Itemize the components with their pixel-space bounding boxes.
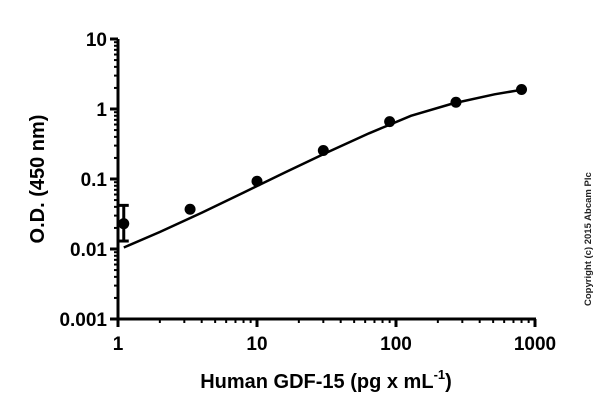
data-point [118, 218, 130, 230]
data-point [317, 145, 329, 157]
data-point [516, 83, 528, 95]
x-axis-label-superscript: -1 [434, 367, 446, 382]
x-tick-labels: 1 10 100 1000 [113, 334, 556, 355]
x-tick-label: 1 [113, 334, 124, 355]
y-axis-label: O.D. (450 nm) [27, 115, 49, 244]
y-tick-label: 1 [96, 100, 107, 121]
fitted-curve [123, 88, 522, 249]
x-axis-label-main: Human GDF-15 (pg x mL [200, 371, 433, 393]
x-axis-label-suffix: ) [445, 371, 452, 393]
copyright-notice: Copyright (c) 2015 Abcam Plc [583, 172, 594, 306]
y-tick-label: 0.001 [59, 310, 107, 331]
x-tick-label: 1000 [514, 334, 556, 355]
y-tick-label: 10 [86, 30, 107, 51]
data-point [251, 175, 263, 187]
axis-ticks [110, 37, 537, 327]
data-point [384, 116, 396, 128]
y-tick-label: 0.1 [81, 170, 108, 191]
x-tick-label: 100 [380, 334, 412, 355]
data-points [118, 83, 528, 230]
y-tick-labels: 0.001 0.01 0.1 1 10 [59, 30, 107, 331]
x-tick-label: 10 [246, 334, 267, 355]
data-point [184, 203, 196, 215]
data-point [450, 96, 462, 108]
x-axis-label: Human GDF-15 (pg x mL-1) [200, 367, 452, 393]
y-tick-label: 0.01 [70, 240, 107, 261]
